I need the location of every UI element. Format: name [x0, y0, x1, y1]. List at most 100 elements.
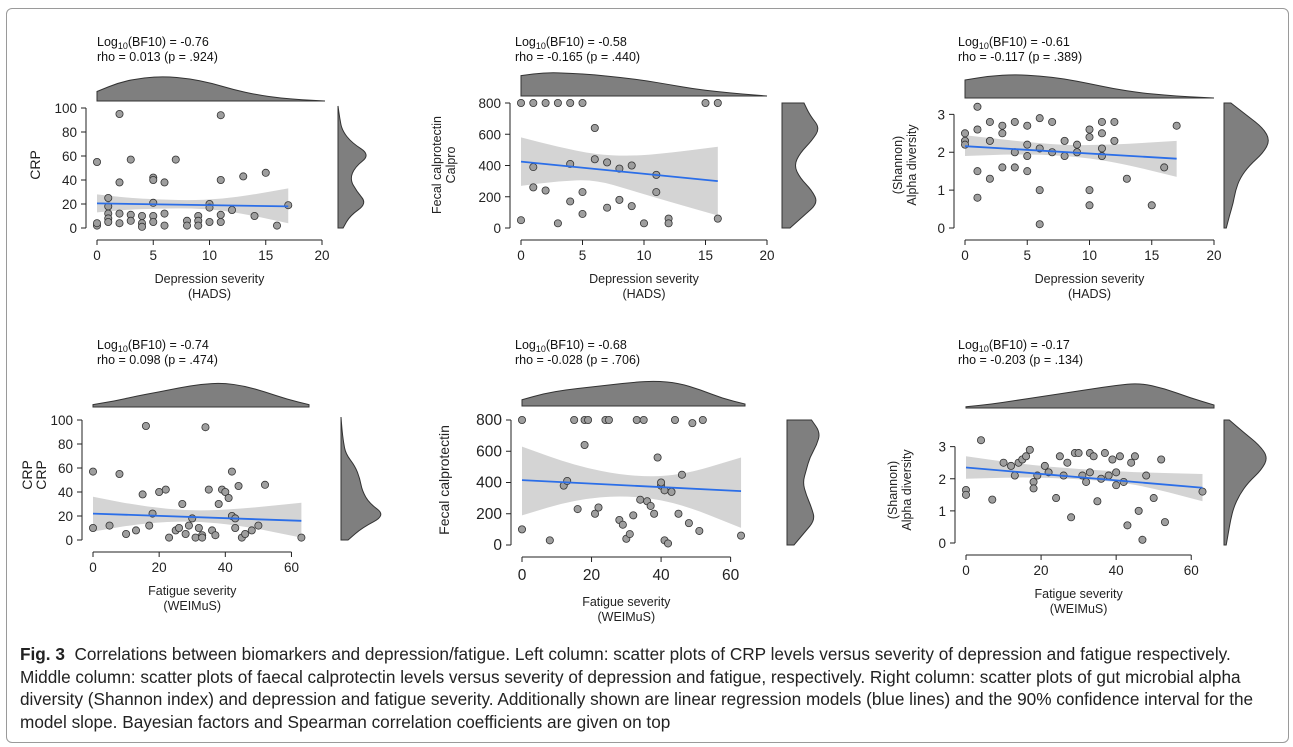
data-point	[529, 163, 538, 172]
data-point	[149, 198, 158, 207]
data-point	[104, 217, 113, 226]
y-tick-label: 600	[478, 127, 501, 142]
data-point	[1085, 125, 1094, 134]
confidence-band	[965, 135, 1177, 177]
y-tick-label: 1	[937, 183, 945, 198]
x-tick-label: 60	[1184, 563, 1199, 578]
data-point	[670, 415, 679, 424]
data-point	[297, 533, 306, 542]
data-point	[191, 533, 200, 542]
data-point	[211, 531, 220, 540]
data-point	[105, 521, 114, 530]
data-point	[1023, 140, 1032, 149]
data-point	[1138, 535, 1147, 544]
spearman-rho-label: rho = -0.203 (p = .134)	[958, 353, 1083, 367]
bayes-factor-label: Log10(BF10) = -0.58	[515, 35, 627, 51]
x-axis-label: Depression severity	[1035, 272, 1146, 286]
data-point	[221, 487, 230, 496]
data-point	[115, 209, 124, 218]
data-point	[1097, 144, 1106, 153]
data-point	[1063, 458, 1072, 467]
x-tick-label: 15	[1144, 248, 1159, 263]
x-tick-label: 0	[962, 563, 970, 578]
data-point	[1029, 484, 1038, 493]
y-axis-label: Alpha diversity	[905, 124, 919, 206]
y-tick-label: 3	[938, 440, 946, 455]
data-point	[1060, 152, 1069, 161]
data-point	[1172, 121, 1181, 130]
top-density	[964, 74, 1215, 99]
y-axis-label: CRP	[19, 460, 35, 490]
data-point	[1052, 494, 1061, 503]
x-axis-label: Depression severity	[589, 272, 700, 286]
data-point	[578, 99, 587, 108]
data-point	[1035, 186, 1044, 195]
data-point	[1074, 449, 1083, 458]
y-tick-label: 400	[478, 159, 501, 174]
y-tick-label: 0	[937, 221, 945, 236]
regression-line	[96, 202, 289, 208]
x-tick-label: 0	[93, 248, 101, 263]
data-point	[1104, 471, 1113, 480]
bayes-factor-label: Log10(BF10) = -0.17	[958, 338, 1070, 354]
data-point	[1007, 461, 1016, 470]
data-point	[977, 436, 986, 445]
data-point	[553, 219, 562, 228]
data-point	[115, 469, 124, 478]
data-point	[239, 172, 248, 181]
y-tick-label: 1	[938, 504, 946, 519]
data-point	[1055, 452, 1064, 461]
data-point	[578, 209, 587, 218]
y-tick-label: 60	[58, 461, 73, 476]
figure-frame	[6, 8, 1289, 743]
data-point	[141, 421, 150, 430]
x-axis-label: (HADS)	[188, 287, 231, 301]
data-point	[184, 521, 193, 530]
data-point	[188, 514, 197, 523]
data-point	[688, 419, 697, 428]
data-point	[1023, 152, 1032, 161]
x-tick-label: 5	[1023, 248, 1031, 263]
data-point	[591, 509, 600, 518]
y-tick-label: 0	[493, 537, 502, 554]
data-point	[115, 110, 124, 119]
data-point	[632, 415, 641, 424]
regression-line	[92, 512, 302, 522]
regression-line	[964, 145, 1177, 160]
bayes-factor-label: Log10(BF10) = -0.74	[97, 338, 209, 354]
y-tick-label: 20	[58, 509, 73, 524]
x-tick-label: 20	[759, 248, 774, 263]
data-point	[182, 221, 191, 230]
data-point	[578, 188, 587, 197]
x-tick-label: 0	[517, 248, 525, 263]
x-axis-label: (WEIMuS)	[1050, 602, 1108, 616]
data-point	[115, 178, 124, 187]
right-density	[781, 102, 819, 229]
data-point	[1130, 452, 1139, 461]
data-point	[160, 178, 169, 187]
confidence-band	[521, 137, 718, 216]
data-point	[261, 168, 270, 177]
data-point	[1085, 468, 1094, 477]
data-point	[284, 201, 293, 210]
x-tick-label: 20	[1034, 563, 1049, 578]
data-point	[234, 481, 243, 490]
caption-text: Correlations between biomarkers and depr…	[20, 644, 1254, 732]
data-point	[541, 99, 550, 108]
y-tick-label: 0	[69, 221, 77, 236]
data-point	[1073, 140, 1082, 149]
spearman-rho-label: rho = -0.117 (p = .389)	[958, 50, 1082, 64]
data-point	[204, 485, 213, 494]
data-point	[985, 174, 994, 183]
y-tick-label: 800	[476, 412, 502, 429]
data-point	[629, 511, 638, 520]
x-axis-label: Depression severity	[155, 272, 266, 286]
data-point	[122, 530, 131, 539]
data-point	[216, 210, 225, 219]
data-point	[247, 526, 256, 535]
data-point	[227, 467, 236, 476]
top-density	[965, 383, 1215, 409]
data-point	[131, 526, 140, 535]
x-tick-label: 40	[218, 560, 233, 575]
